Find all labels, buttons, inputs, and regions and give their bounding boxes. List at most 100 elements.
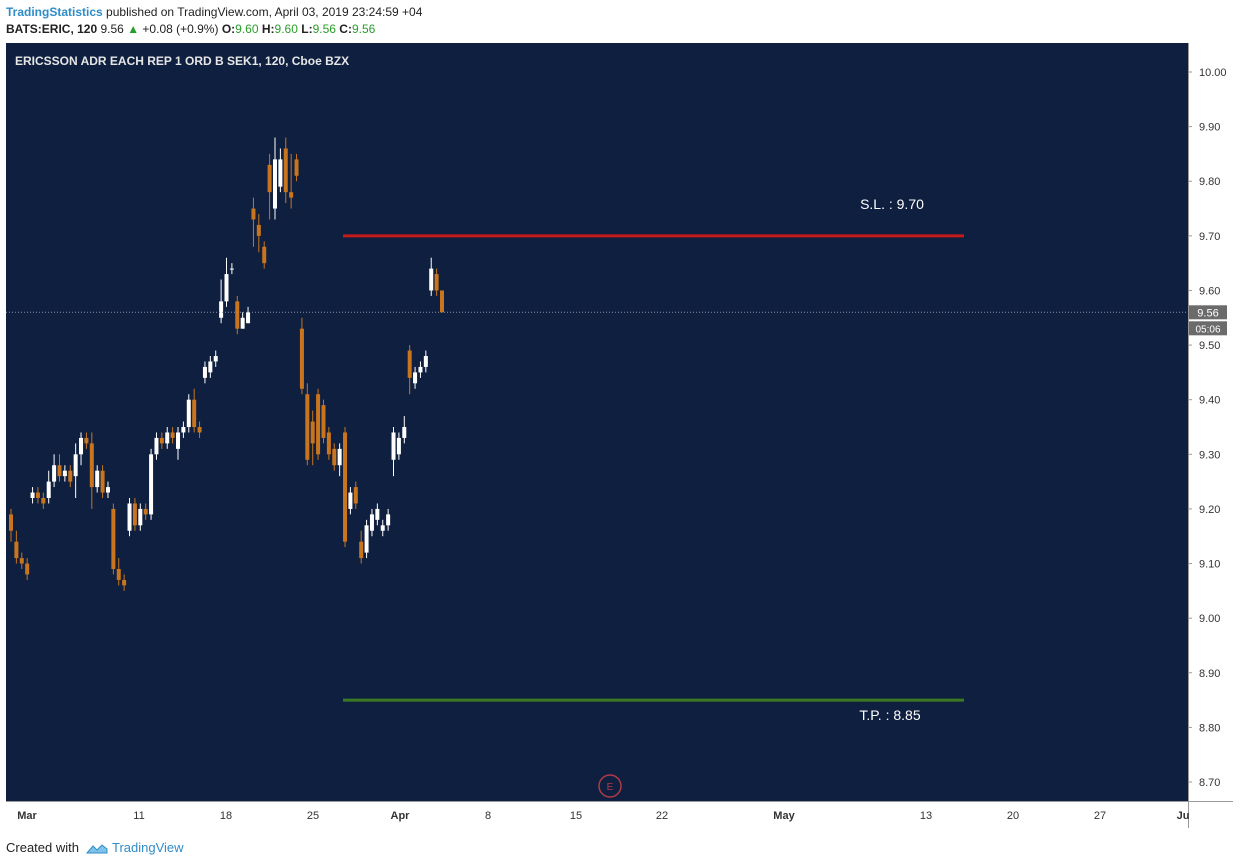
candle[interactable] xyxy=(159,432,164,449)
candle[interactable] xyxy=(305,383,310,466)
candle[interactable] xyxy=(396,432,401,460)
candle[interactable] xyxy=(240,312,245,329)
plot-area[interactable] xyxy=(6,43,1188,801)
candle[interactable] xyxy=(197,421,202,438)
candle-body xyxy=(418,366,423,373)
candle[interactable] xyxy=(278,148,283,193)
candle[interactable] xyxy=(321,399,326,444)
candle[interactable] xyxy=(332,443,337,471)
candle[interactable] xyxy=(235,295,240,335)
candle[interactable] xyxy=(283,137,288,204)
candle[interactable] xyxy=(310,410,315,466)
candle[interactable] xyxy=(229,263,234,275)
candle-body xyxy=(289,192,294,198)
candle[interactable] xyxy=(289,153,294,209)
candle[interactable] xyxy=(138,503,143,531)
candle[interactable] xyxy=(154,432,159,460)
candle[interactable] xyxy=(429,257,434,296)
candle[interactable] xyxy=(224,257,229,307)
price-axis[interactable] xyxy=(1188,43,1233,801)
candle[interactable] xyxy=(219,279,224,324)
candle[interactable] xyxy=(202,361,207,384)
candle[interactable] xyxy=(343,427,348,548)
x-tick-label: 25 xyxy=(307,810,319,822)
candle-body xyxy=(440,290,444,313)
candle-body xyxy=(181,427,186,433)
price-chart[interactable]: ERICSSON ADR EACH REP 1 ORD B SEK1, 120,… xyxy=(6,43,1233,828)
candle[interactable] xyxy=(35,487,40,504)
time-axis[interactable] xyxy=(6,801,1233,828)
candle-body xyxy=(197,427,202,433)
candle[interactable] xyxy=(116,558,121,586)
candle[interactable] xyxy=(176,427,181,460)
candle[interactable] xyxy=(375,503,380,526)
candle[interactable] xyxy=(143,503,148,520)
candle[interactable] xyxy=(68,465,73,488)
candle[interactable] xyxy=(73,443,78,498)
candle[interactable] xyxy=(440,290,444,313)
candle[interactable] xyxy=(149,448,154,520)
candle[interactable] xyxy=(337,443,342,477)
candle[interactable] xyxy=(84,432,89,449)
x-tick-label: 15 xyxy=(570,810,582,822)
candle[interactable] xyxy=(170,427,175,444)
candle[interactable] xyxy=(364,519,369,559)
candle[interactable] xyxy=(402,416,407,444)
candle[interactable] xyxy=(192,388,197,433)
candle[interactable] xyxy=(434,268,439,296)
candle[interactable] xyxy=(262,241,267,269)
candle[interactable] xyxy=(380,519,385,537)
candle[interactable] xyxy=(326,427,331,460)
candle[interactable] xyxy=(57,454,62,482)
candle[interactable] xyxy=(359,530,364,564)
candle[interactable] xyxy=(14,530,19,564)
candle[interactable] xyxy=(100,465,105,498)
candle[interactable] xyxy=(251,197,256,247)
candle[interactable] xyxy=(267,153,272,220)
candle[interactable] xyxy=(413,366,418,389)
candle[interactable] xyxy=(30,487,35,504)
candle[interactable] xyxy=(9,508,13,542)
candle[interactable] xyxy=(418,361,423,378)
candle[interactable] xyxy=(132,498,137,531)
candle[interactable] xyxy=(95,465,100,493)
candle-body xyxy=(19,558,24,564)
candle[interactable] xyxy=(208,356,213,378)
candle[interactable] xyxy=(165,427,170,449)
candle[interactable] xyxy=(386,508,391,531)
candle[interactable] xyxy=(41,492,46,509)
candle[interactable] xyxy=(181,421,186,438)
candle[interactable] xyxy=(105,481,110,498)
earnings-marker-icon[interactable]: E xyxy=(598,774,622,798)
candle[interactable] xyxy=(272,137,277,220)
candle-body xyxy=(305,394,310,460)
candle[interactable] xyxy=(407,345,412,395)
candle[interactable] xyxy=(127,498,132,537)
candle[interactable] xyxy=(316,388,321,460)
candle[interactable] xyxy=(299,317,304,395)
candle[interactable] xyxy=(369,508,374,537)
candle[interactable] xyxy=(62,465,67,482)
candle[interactable] xyxy=(52,454,57,488)
candle[interactable] xyxy=(89,432,94,509)
candle[interactable] xyxy=(122,574,127,591)
candle[interactable] xyxy=(19,552,24,569)
candle[interactable] xyxy=(79,432,84,466)
candle[interactable] xyxy=(423,350,428,373)
candle[interactable] xyxy=(186,394,191,433)
candle[interactable] xyxy=(213,350,218,367)
candle[interactable] xyxy=(391,427,396,477)
candle[interactable] xyxy=(294,153,299,182)
author-link[interactable]: TradingStatistics xyxy=(6,5,103,19)
candle[interactable] xyxy=(25,558,30,580)
chart-frame[interactable]: ERICSSON ADR EACH REP 1 ORD B SEK1, 120,… xyxy=(6,43,1233,828)
tradingview-brand[interactable]: TradingView xyxy=(112,840,184,855)
y-tick-label: 9.70 xyxy=(1199,231,1220,243)
candle[interactable] xyxy=(46,470,51,504)
candle[interactable] xyxy=(111,503,116,575)
candle[interactable] xyxy=(353,481,358,509)
x-tick-label: May xyxy=(773,810,795,822)
candle[interactable] xyxy=(256,214,261,253)
candle[interactable] xyxy=(348,487,353,515)
candle[interactable] xyxy=(246,306,251,324)
